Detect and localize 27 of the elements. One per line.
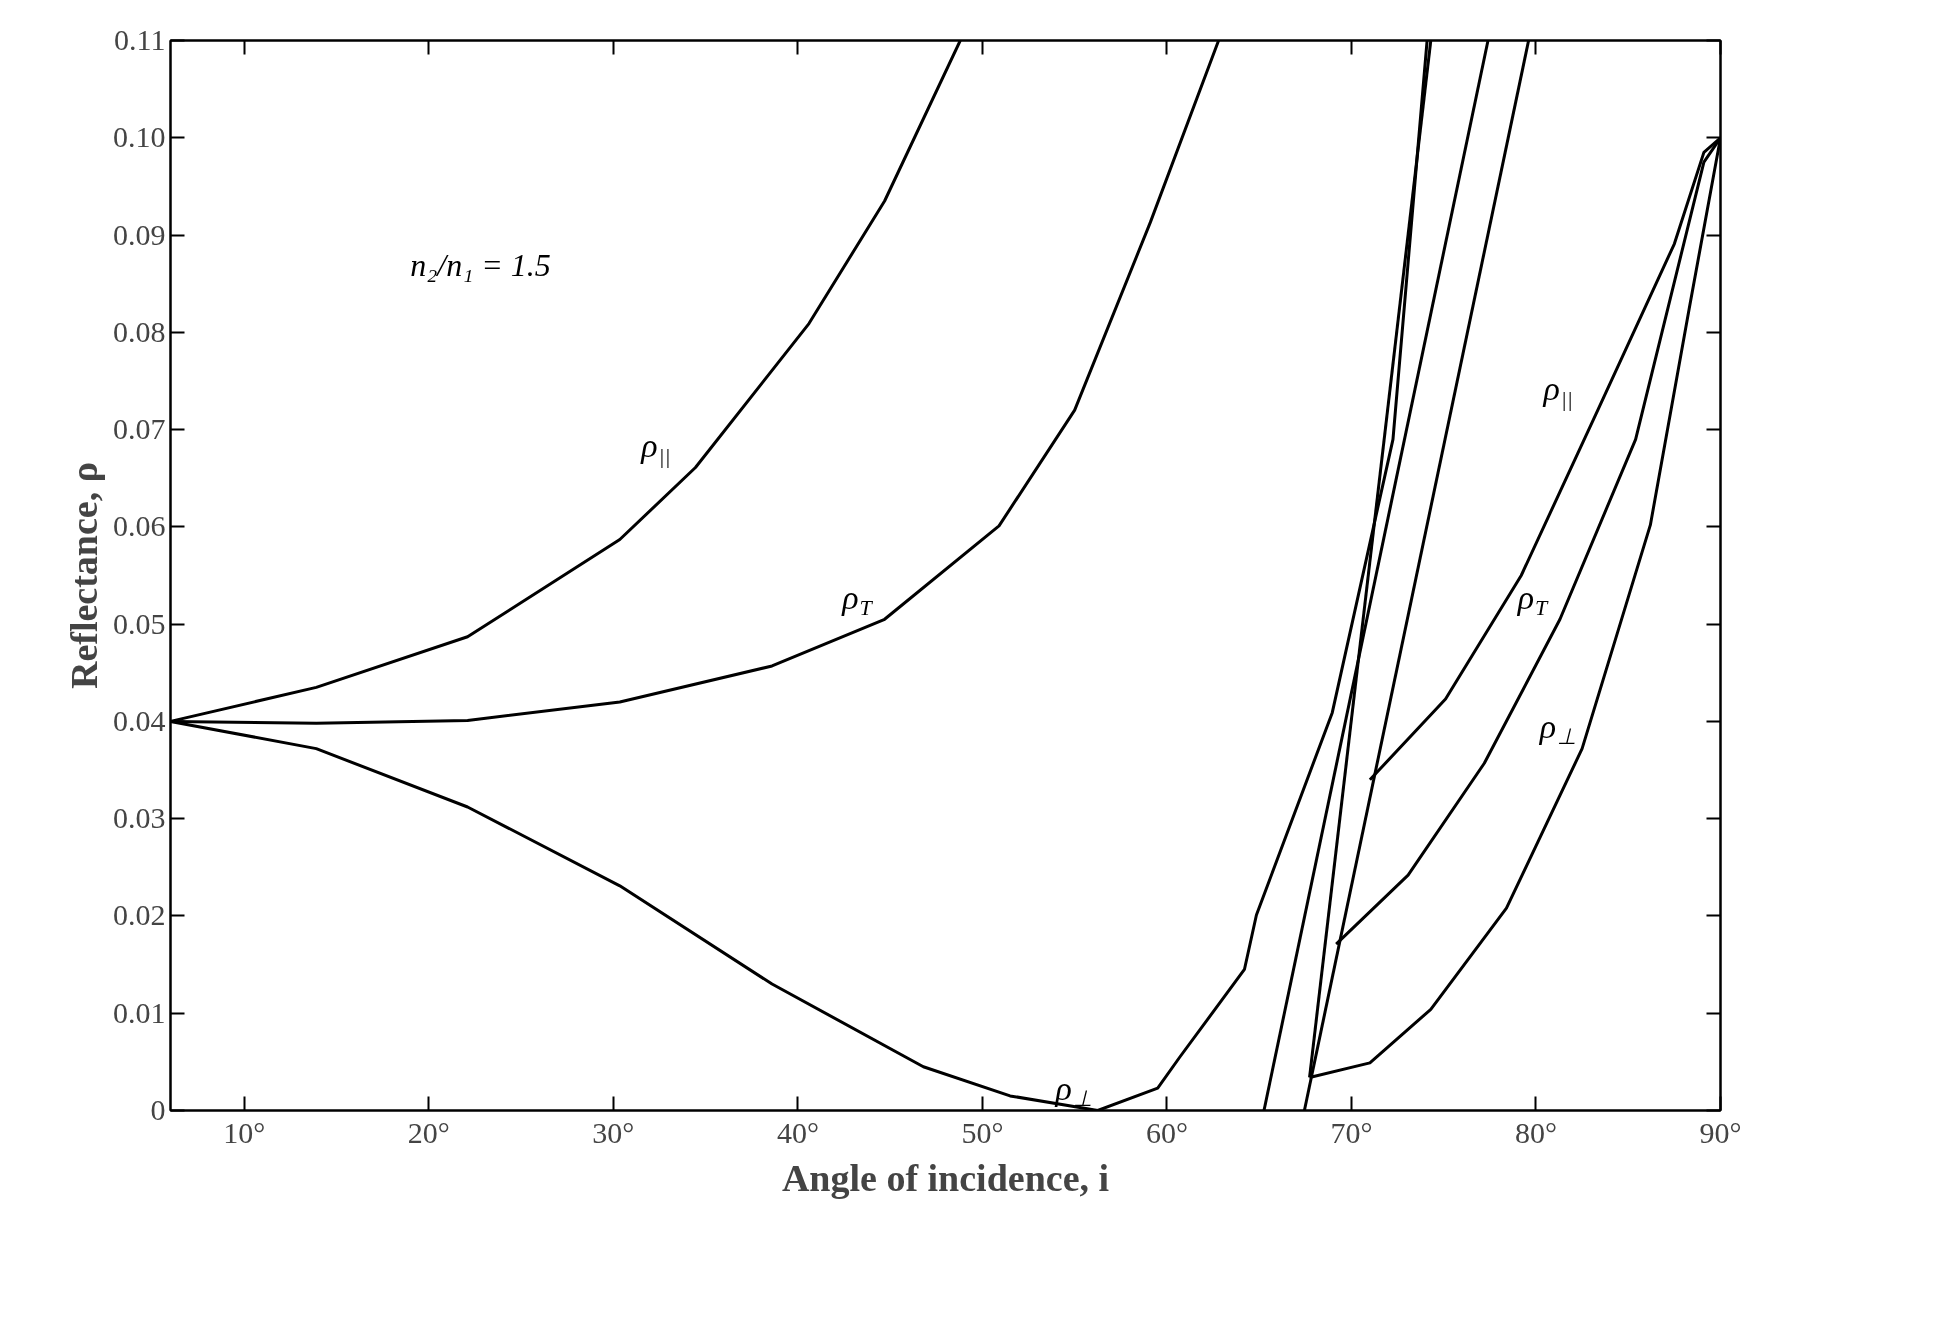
series-label: ρ|| <box>1542 369 1573 411</box>
x-tick-label: 90° <box>1699 1115 1742 1149</box>
y-tick-label: 0.09 <box>113 217 166 251</box>
y-tick-label: 0.02 <box>113 898 166 932</box>
series-label: ρ⊥ <box>1538 708 1577 750</box>
x-tick-label: 40° <box>776 1115 819 1149</box>
x-tick-label: 30° <box>592 1115 635 1149</box>
x-tick-label: 70° <box>1330 1115 1373 1149</box>
y-tick-label: 0.06 <box>113 509 166 543</box>
y-tick-label: 0.11 <box>114 23 166 56</box>
y-tick-label: 0.08 <box>113 314 166 348</box>
x-tick-label: 80° <box>1514 1115 1557 1149</box>
x-tick-label: 60° <box>1145 1115 1188 1149</box>
y-axis-title: Reflectance, ρ <box>63 461 105 690</box>
x-tick-label: 10° <box>223 1115 266 1149</box>
y-tick-label: 0 <box>150 1093 166 1126</box>
x-tick-label: 50° <box>961 1115 1004 1149</box>
y-tick-label: 0.05 <box>113 606 166 640</box>
x-tick-label: 20° <box>407 1115 450 1149</box>
y-tick-label: 0.07 <box>113 412 166 446</box>
y-tick-label: 0.10 <box>113 120 166 154</box>
y-tick-label: 0.03 <box>113 801 166 835</box>
y-tick-label: 0.04 <box>113 703 166 737</box>
annotation: n₂/n₁ = 1.5 <box>410 247 551 284</box>
x-axis-title: Angle of incidence, i <box>781 1156 1110 1199</box>
series-label: ρ|| <box>640 427 671 469</box>
y-tick-label: 0.01 <box>113 995 166 1029</box>
